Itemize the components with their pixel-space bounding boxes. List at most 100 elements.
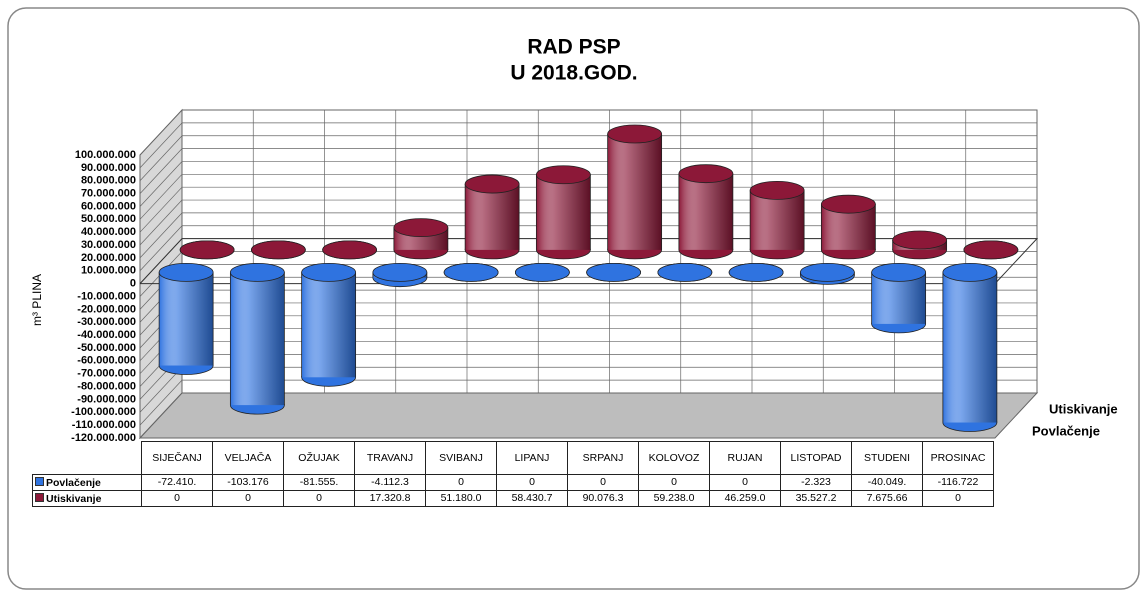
cylinder — [535, 165, 591, 260]
value-label: 90.076.3 — [567, 490, 639, 507]
category-label: SRPANJ — [567, 441, 639, 475]
cylinder-top — [963, 240, 1019, 260]
category-label: LIPANJ — [496, 441, 568, 475]
data-table: SIJEČANJ VELJAČA OŽUJAK TRAVANJ SVIBANJ LIPAN… — [32, 441, 994, 507]
cylinder-top — [657, 262, 713, 282]
y-tick-label: 80.000.000 — [81, 175, 136, 187]
cylinder-top — [179, 240, 235, 260]
depth-label: Utiskivanje — [1049, 401, 1118, 416]
series-label: Povlačenje — [32, 474, 142, 491]
category-label: PROSINAC — [922, 441, 994, 475]
y-tick-label: -20.000.000 — [77, 303, 136, 315]
cylinder-shade — [230, 272, 285, 406]
cylinder — [657, 262, 713, 282]
cylinder-top — [607, 124, 663, 144]
cylinder-top — [443, 262, 499, 282]
value-label: -116.722 — [922, 474, 994, 491]
y-tick-label: 10.000.000 — [81, 265, 136, 277]
y-tick-label: 70.000.000 — [81, 187, 136, 199]
cylinder — [963, 240, 1019, 260]
grid-line — [139, 392, 183, 439]
value-label: 7.675.66 — [851, 490, 923, 507]
grid-line — [139, 379, 183, 426]
value-label: 59.238.0 — [638, 490, 710, 507]
cylinder-top — [799, 262, 855, 282]
cylinder — [443, 262, 499, 282]
cylinder-top — [229, 262, 285, 282]
y-tick-label: 40.000.000 — [81, 226, 136, 238]
category-label: OŽUJAK — [283, 441, 355, 475]
depth-label: Povlačenje — [1032, 423, 1100, 438]
table-row: Utiskivanje 0 0 0 17.320.8 51.180.0 58.430.7 90… — [32, 490, 994, 507]
cylinder — [514, 262, 570, 282]
value-label: 0 — [567, 474, 639, 491]
value-label: 58.430.7 — [496, 490, 568, 507]
cylinder — [301, 262, 357, 387]
cylinder-top — [301, 262, 357, 282]
cylinder — [892, 230, 948, 260]
grid-line — [139, 367, 183, 413]
cylinder — [393, 218, 449, 260]
legend-key — [35, 492, 44, 502]
value-label: 35.527.2 — [780, 490, 852, 507]
y-tick-label: -50.000.000 — [77, 342, 136, 354]
y-tick-label: -40.000.000 — [77, 329, 136, 341]
cylinder-top — [322, 240, 378, 260]
y-tick-label: 20.000.000 — [81, 252, 136, 264]
grid-line — [139, 109, 183, 156]
category-label: VELJAČA — [212, 441, 284, 475]
category-label: STUDENI — [851, 441, 923, 475]
value-label: -103.176 — [212, 474, 284, 491]
y-tick-label: -110.000.000 — [72, 419, 136, 431]
cylinder — [871, 262, 927, 334]
y-tick-label: -80.000.000 — [77, 380, 136, 392]
zero-plane — [139, 238, 1039, 285]
value-label: 0 — [496, 474, 568, 491]
cylinder-top — [749, 180, 805, 200]
cylinder-top — [820, 194, 876, 214]
cylinder-top — [393, 218, 449, 238]
legend-key — [35, 476, 44, 486]
cylinder — [586, 262, 642, 282]
cylinder-shade — [301, 272, 356, 378]
value-label: 0 — [212, 490, 284, 507]
y-tick-label: 90.000.000 — [81, 162, 136, 174]
legend-text: Utiskivanje — [46, 492, 102, 505]
chart-title: RAD PSP — [527, 36, 620, 59]
value-label: 17.320.8 — [354, 490, 426, 507]
grid-line — [139, 135, 183, 181]
grid-line — [139, 212, 183, 259]
cylinder-shade — [750, 190, 805, 250]
category-label: TRAVANJ — [354, 441, 426, 475]
value-label: 0 — [922, 490, 994, 507]
y-tick-label: -90.000.000 — [77, 393, 136, 405]
table-row: Povlačenje -72.410. -103.176 -81.555. -4.112… — [32, 474, 994, 491]
value-label: -2.323 — [780, 474, 852, 491]
cylinder — [250, 240, 306, 260]
cylinder-shade — [536, 174, 591, 250]
chart-subtitle: U 2018.GOD. — [510, 62, 637, 85]
y-tick-label: -30.000.000 — [77, 316, 136, 328]
cylinder-top — [514, 262, 570, 282]
cylinder-top — [871, 262, 927, 282]
category-label: RUJAN — [709, 441, 781, 475]
cylinder-top — [535, 165, 591, 185]
cylinder — [322, 240, 378, 260]
cylinder-shade — [607, 134, 662, 250]
cylinder — [607, 124, 663, 260]
value-label: 46.259.0 — [709, 490, 781, 507]
cylinder-top — [464, 174, 520, 194]
y-tick-label: -10.000.000 — [77, 290, 136, 302]
cylinder-shade — [159, 272, 214, 366]
y-axis-title: m³ PLINA — [30, 274, 44, 326]
y-tick-label: -100.000.000 — [71, 406, 136, 418]
cylinder — [372, 262, 428, 288]
grid-line — [139, 225, 183, 272]
cylinder-top — [158, 262, 214, 282]
y-tick-label: 30.000.000 — [81, 239, 136, 251]
grid-line — [139, 161, 183, 207]
value-label: 51.180.0 — [425, 490, 497, 507]
value-label: 0 — [709, 474, 781, 491]
category-label: LISTOPAD — [780, 441, 852, 475]
y-tick-label: 0 — [130, 278, 136, 290]
